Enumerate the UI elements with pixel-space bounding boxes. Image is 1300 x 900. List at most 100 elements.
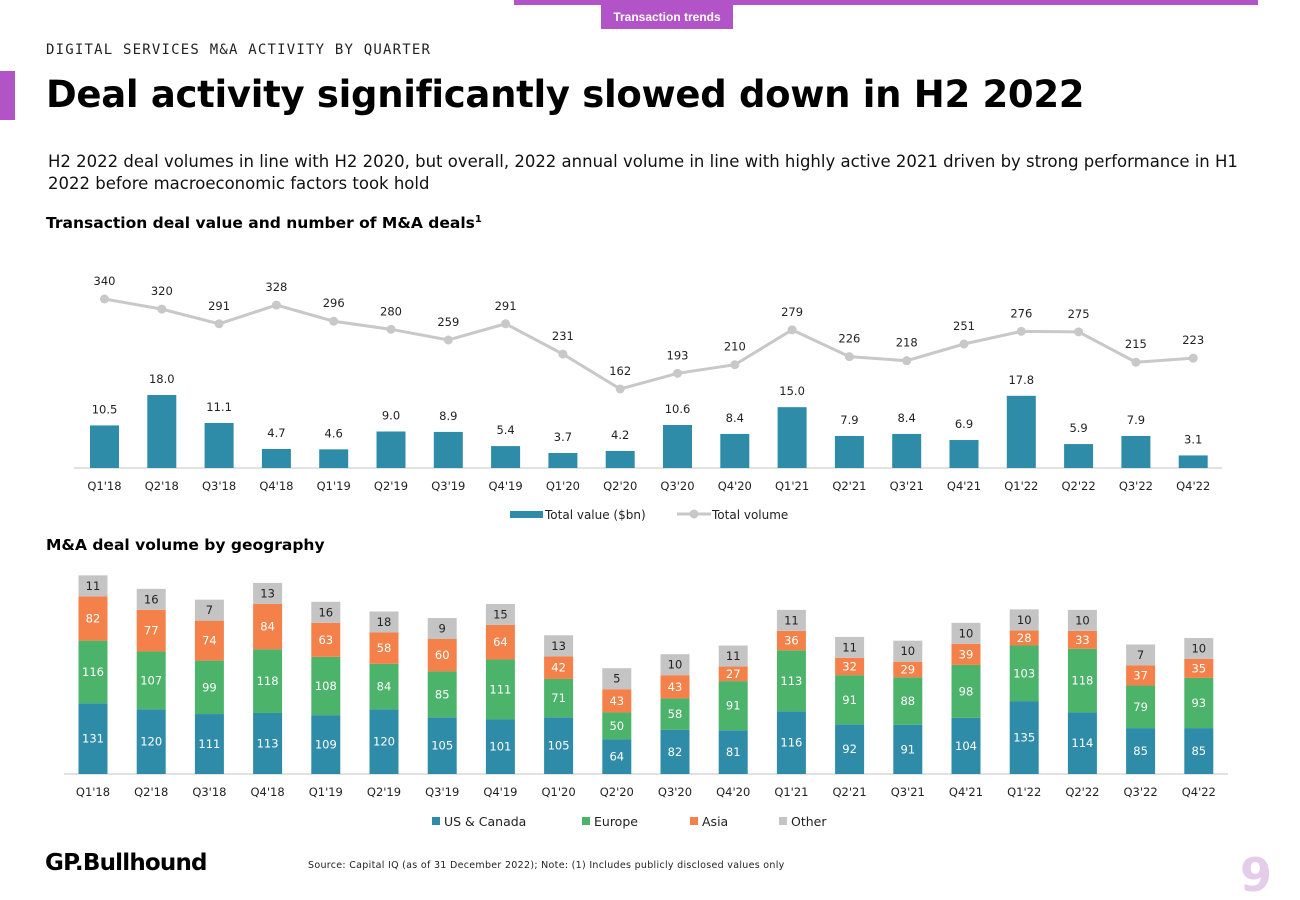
value-bar: [376, 431, 406, 468]
other-label: 11: [784, 613, 799, 627]
europe-segment: [1009, 645, 1039, 702]
us-canada-segment: [1126, 728, 1156, 774]
us-canada-label: 120: [140, 735, 162, 749]
europe-segment: [776, 650, 806, 712]
other-segment: [1009, 609, 1039, 631]
value-bar: [433, 431, 463, 468]
asia-segment: [427, 639, 457, 672]
x-tick-label: Q4'21: [947, 479, 981, 493]
asia-segment: [660, 675, 690, 699]
x-tick-label: Q3'20: [660, 479, 694, 493]
europe-label: 85: [435, 687, 450, 701]
value-bar: [1121, 435, 1151, 468]
europe-label: 88: [900, 694, 915, 708]
us-canada-segment: [1009, 701, 1039, 774]
us-canada-label: 92: [842, 742, 857, 756]
x-tick-label: Q2'21: [833, 785, 867, 799]
asia-segment: [194, 620, 224, 661]
europe-segment: [544, 678, 574, 718]
us-canada-label: 64: [609, 750, 624, 764]
asia-label: 35: [1191, 661, 1206, 675]
europe-segment: [369, 663, 399, 710]
us-canada-segment: [253, 712, 283, 774]
europe-label: 107: [140, 673, 162, 687]
value-bar: [892, 433, 922, 468]
x-tick-label: Q2'20: [603, 479, 637, 493]
asia-label: 74: [202, 634, 217, 648]
us-canada-segment: [893, 724, 923, 774]
page-number: 9: [1240, 848, 1273, 900]
value-bar: [777, 407, 807, 468]
volume-data-label: 215: [1125, 337, 1147, 351]
asia-segment: [1184, 658, 1214, 678]
asia-segment: [1009, 630, 1039, 646]
value-bar: [720, 433, 750, 468]
value-bar: [663, 425, 692, 468]
volume-data-label: 279: [781, 305, 803, 319]
value-bar: [147, 395, 177, 468]
other-label: 16: [318, 605, 333, 619]
value-bar: [204, 422, 234, 468]
volume-data-label: 210: [724, 340, 746, 354]
value-data-label: 17.8: [1008, 373, 1034, 387]
value-data-label: 8.9: [439, 409, 457, 423]
europe-segment: [194, 660, 224, 715]
x-tick-label: Q4'22: [1182, 785, 1216, 799]
europe-label: 79: [1133, 700, 1148, 714]
volume-data-label: 231: [552, 329, 574, 343]
x-tick-label: Q3'22: [1119, 479, 1153, 493]
other-segment: [78, 575, 108, 597]
other-label: 9: [439, 622, 446, 636]
value-data-label: 3.1: [1184, 432, 1202, 446]
x-tick-label: Q3'21: [891, 785, 925, 799]
other-segment: [835, 636, 865, 658]
x-tick-label: Q1'22: [1004, 479, 1038, 493]
volume-point: [1188, 353, 1198, 363]
europe-label: 58: [668, 707, 683, 721]
volume-point: [1131, 357, 1141, 367]
us-canada-label: 101: [489, 740, 511, 754]
x-tick-label: Q4'19: [489, 479, 523, 493]
other-segment: [544, 635, 574, 657]
asia-segment: [835, 657, 865, 676]
asia-segment: [311, 622, 341, 657]
europe-label: 99: [202, 680, 217, 694]
x-tick-label: Q2'18: [145, 479, 179, 493]
europe-label: 84: [377, 680, 392, 694]
volume-point: [959, 339, 969, 349]
us-canada-segment: [427, 717, 457, 774]
volume-line: [104, 297, 1194, 391]
asia-label: 64: [493, 635, 508, 649]
value-bar: [834, 435, 864, 468]
x-tick-label: Q4'18: [251, 785, 285, 799]
left-accent-marker: [0, 71, 15, 120]
asia-segment: [1067, 630, 1097, 649]
value-data-label: 3.7: [554, 430, 572, 444]
volume-point: [1074, 327, 1084, 337]
value-data-label: 8.4: [726, 411, 744, 425]
value-bar: [491, 446, 521, 468]
volume-point: [100, 294, 109, 304]
asia-segment: [718, 666, 748, 682]
volume-data-label: 328: [265, 280, 287, 294]
deal-value-volume-chart: 10.5 Q1'18 18.0 Q2'18 11.1 Q3'18 4.7 Q4'18 4.6 Q1…: [74, 274, 1222, 522]
other-segment: [194, 599, 224, 621]
other-label: 13: [551, 639, 566, 653]
volume-data-label: 193: [667, 348, 689, 362]
page-title: Deal activity significantly slowed down …: [46, 73, 1085, 116]
europe-label: 108: [315, 679, 337, 693]
value-bar: [605, 450, 635, 468]
volume-point: [501, 319, 511, 329]
europe-segment: [1067, 648, 1097, 713]
us-canada-label: 114: [1071, 736, 1093, 750]
europe-label: 103: [1013, 666, 1035, 680]
legend-swatch-value: [510, 511, 543, 518]
europe-segment: [835, 675, 865, 725]
volume-data-label: 223: [1182, 333, 1204, 347]
other-segment: [369, 611, 399, 633]
value-bar: [261, 448, 291, 468]
volume-data-label: 162: [609, 364, 631, 378]
x-tick-label: Q4'20: [716, 785, 750, 799]
legend-label-other: Other: [791, 814, 827, 829]
asia-label: 29: [900, 663, 915, 677]
